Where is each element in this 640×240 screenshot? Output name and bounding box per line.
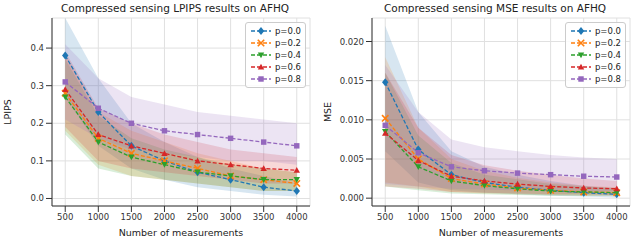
svg-text:0.015: 0.015 — [340, 76, 364, 86]
html-text:p=0.4: p=0.4 — [595, 50, 621, 60]
svg-text:0.2: 0.2 — [30, 118, 44, 128]
svg-text:3500: 3500 — [573, 212, 595, 222]
html-text:p=0.6: p=0.6 — [595, 62, 621, 72]
html-text:p=0.2: p=0.2 — [595, 38, 621, 48]
svg-text:1000: 1000 — [87, 212, 109, 222]
html-text:p=0.2: p=0.2 — [275, 38, 301, 48]
svg-text:Number of measurements: Number of measurements — [119, 227, 244, 236]
html-text:p=0.0: p=0.0 — [275, 26, 301, 36]
svg-text:Number of measurements: Number of measurements — [439, 227, 564, 236]
svg-text:3000: 3000 — [540, 212, 562, 222]
svg-text:LPIPS: LPIPS — [8, 99, 13, 125]
svg-text:1500: 1500 — [121, 212, 143, 222]
svg-text:500: 500 — [57, 212, 73, 222]
svg-text:3500: 3500 — [253, 212, 275, 222]
svg-text:500: 500 — [377, 212, 393, 222]
svg-text:4000: 4000 — [286, 212, 308, 222]
html-text:p=0.4: p=0.4 — [275, 50, 301, 60]
html-text:p=0.6: p=0.6 — [275, 62, 301, 72]
svg-text:0.4: 0.4 — [30, 43, 44, 53]
svg-text:0.3: 0.3 — [30, 81, 44, 91]
svg-text:0.0: 0.0 — [30, 193, 44, 203]
svg-text:2500: 2500 — [507, 212, 529, 222]
svg-text:3000: 3000 — [220, 212, 242, 222]
svg-text:0.1: 0.1 — [30, 156, 44, 166]
svg-text:2000: 2000 — [474, 212, 496, 222]
svg-text:4000: 4000 — [606, 212, 628, 222]
svg-text:2500: 2500 — [187, 212, 209, 222]
svg-text:1500: 1500 — [441, 212, 463, 222]
html-text:Compressed sensing MSE results: Compressed sensing MSE results on AFHQ — [383, 2, 607, 14]
svg-text:MSE: MSE — [322, 102, 333, 122]
svg-text:2000: 2000 — [154, 212, 176, 222]
html-text:p=0.0: p=0.0 — [595, 26, 621, 36]
html-text:Compressed sensing LPIPS resul: Compressed sensing LPIPS results on AFHQ — [60, 2, 290, 14]
svg-text:0.010: 0.010 — [340, 115, 364, 125]
svg-text:0.020: 0.020 — [340, 37, 364, 47]
svg-text:0.005: 0.005 — [340, 154, 364, 164]
svg-text:1000: 1000 — [407, 212, 429, 222]
html-text:p=0.8: p=0.8 — [595, 74, 621, 84]
svg-text:0.000: 0.000 — [340, 193, 364, 203]
html-text:p=0.8: p=0.8 — [275, 74, 301, 84]
